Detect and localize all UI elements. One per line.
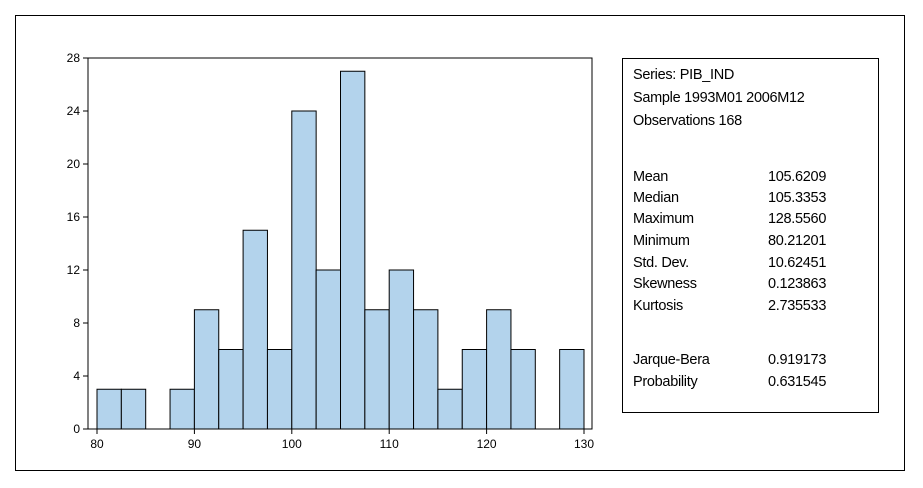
- x-tick-label: 80: [90, 437, 104, 451]
- stat-value: 2.735533: [768, 298, 827, 314]
- stat-row-skewness: Skewness 0.123863: [633, 276, 865, 296]
- y-tick-label: 16: [67, 210, 81, 224]
- stat-row-minimum: Minimum 80.21201: [633, 233, 865, 253]
- stat-label: Kurtosis: [633, 298, 683, 314]
- stat-label: Skewness: [633, 276, 697, 292]
- stat-value: 80.21201: [768, 233, 827, 249]
- stat-label: Std. Dev.: [633, 255, 689, 271]
- histogram-bar-16: [486, 309, 512, 430]
- stat-label: Mean: [633, 169, 669, 185]
- stat-row-mean: Mean 105.6209: [633, 169, 865, 189]
- histogram-bar-9: [315, 269, 341, 430]
- histogram-bar-4: [193, 309, 220, 430]
- x-tick-label: 110: [380, 437, 399, 451]
- descriptive-stats-box: Series: PIB_IND Sample 1993M01 2006M12 O…: [622, 58, 879, 413]
- stat-label: Minimum: [633, 233, 690, 249]
- histogram-bar-14: [437, 388, 463, 430]
- histogram-bar-12: [388, 269, 415, 430]
- stats-series: Series: PIB_IND: [633, 67, 735, 83]
- histogram-bar-11: [364, 309, 390, 430]
- stat-row-std-dev: Std. Dev. 10.62451: [633, 255, 865, 275]
- x-tick-label: 90: [188, 437, 202, 451]
- histogram-bar-6: [242, 229, 268, 430]
- y-tick-label: 12: [67, 263, 81, 277]
- y-tick-label: 8: [73, 316, 80, 330]
- stat-row-probability: Probability 0.631545: [633, 374, 865, 394]
- stat-row-median: Median 105.3353: [633, 190, 865, 210]
- stat-label: Probability: [633, 374, 698, 390]
- plot-area-border: [87, 57, 593, 430]
- y-tick-label: 24: [67, 104, 81, 118]
- histogram-bar-3: [169, 388, 195, 430]
- histogram-bar-13: [413, 309, 439, 430]
- histogram-bar-17: [510, 349, 536, 430]
- stat-value: 0.919173: [768, 352, 827, 368]
- stat-row-jarque-bera: Jarque-Bera 0.919173: [633, 352, 865, 372]
- stat-label: Maximum: [633, 211, 694, 227]
- x-tick-label: 120: [477, 437, 497, 451]
- stat-value: 105.6209: [768, 169, 827, 185]
- histogram-bar-1: [120, 388, 147, 430]
- histogram-bar-19: [559, 349, 585, 430]
- y-tick-label: 20: [67, 157, 81, 171]
- stat-value: 128.5560: [768, 211, 827, 227]
- stat-label: Median: [633, 190, 679, 206]
- x-tick-label: 130: [574, 437, 594, 451]
- stat-value: 0.123863: [768, 276, 827, 292]
- stat-row-kurtosis: Kurtosis 2.735533: [633, 298, 865, 318]
- y-tick-label: 4: [73, 369, 80, 383]
- histogram-bar-15: [461, 349, 488, 430]
- stats-observations: Observations 168: [633, 113, 742, 129]
- histogram-bar-5: [218, 349, 244, 430]
- histogram-bar-0: [96, 388, 122, 430]
- stat-row-maximum: Maximum 128.5560: [633, 211, 865, 231]
- histogram-bar-10: [340, 70, 366, 430]
- y-tick-label: 28: [67, 51, 81, 65]
- stat-label: Jarque-Bera: [633, 352, 710, 368]
- bars-layer: [96, 70, 585, 430]
- stat-value: 10.62451: [768, 255, 827, 271]
- stat-value: 0.631545: [768, 374, 827, 390]
- stat-value: 105.3353: [768, 190, 827, 206]
- histogram-bar-8: [291, 110, 317, 430]
- histogram-bar-7: [266, 349, 293, 430]
- axes-layer: 0 4 8 12 16 20 24 28 80 90 100 110 120 130: [67, 51, 595, 451]
- x-tick-label: 100: [282, 437, 302, 451]
- y-tick-label: 0: [73, 422, 80, 436]
- stats-sample: Sample 1993M01 2006M12: [633, 90, 805, 106]
